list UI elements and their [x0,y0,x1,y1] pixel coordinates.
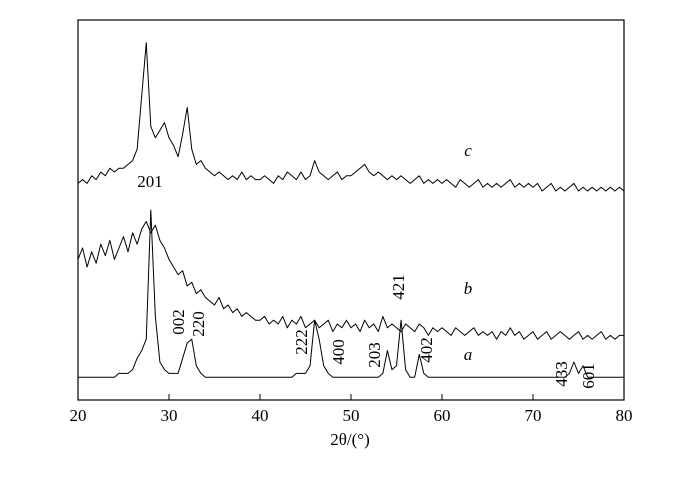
series-line [77,42,625,192]
series-line [77,220,624,340]
peak-label: 433 [552,361,571,387]
peak-label: 201 [137,172,163,191]
x-tick-label: 20 [70,406,87,425]
series-label: c [464,141,472,160]
series-line [78,209,624,378]
peak-label: 220 [189,311,208,337]
plot-frame [77,19,625,401]
x-tick-label: 70 [525,406,542,425]
x-tick-label: 30 [161,406,178,425]
peak-label: 002 [169,309,188,335]
peak-label: 402 [417,337,436,363]
x-tick-label: 50 [343,406,360,425]
x-tick-label: 40 [252,406,269,425]
x-tick-label: 60 [434,406,451,425]
peak-label: 400 [329,339,348,365]
peak-label: 601 [579,363,598,389]
x-axis-label: 2θ/(°) [330,430,370,449]
peak-label: 421 [389,274,408,300]
series-label: a [464,345,473,364]
x-tick-label: 80 [616,406,633,425]
peak-label: 203 [365,342,384,368]
series-label: b [464,279,473,298]
peak-label: 222 [292,329,311,355]
